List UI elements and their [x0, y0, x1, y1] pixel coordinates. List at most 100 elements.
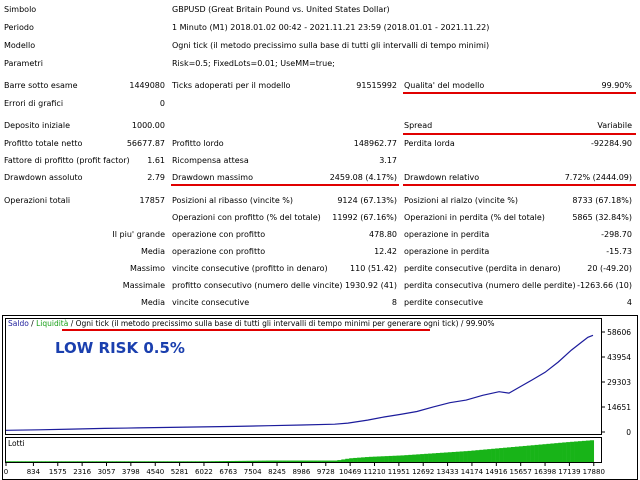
lots-bar — [183, 461, 188, 462]
lots-bar — [554, 443, 559, 462]
abs-dd-value: 2.79 — [147, 173, 165, 182]
deposit-label: Deposito iniziale — [4, 121, 71, 130]
lots-bar — [388, 455, 393, 462]
lots-bar — [455, 451, 460, 462]
lots-bar — [57, 461, 62, 462]
lots-bar — [475, 450, 480, 462]
errors-value: 0 — [159, 99, 165, 108]
rel-dd-value: 7.72% (2444.09) — [564, 173, 632, 182]
x-tick-label: 5281 — [171, 468, 189, 476]
quality-label: Qualita' del modello — [404, 81, 485, 90]
avg-profit-value: 12.42 — [374, 247, 397, 256]
lots-bar — [309, 460, 314, 462]
lots-bar — [542, 444, 547, 462]
lots-bar — [136, 461, 141, 462]
profit-trades-label: Operazioni con profitto (% del totale) — [172, 213, 321, 222]
lots-bar — [88, 461, 94, 462]
lots-bar — [116, 461, 121, 462]
lots-bar — [364, 457, 370, 462]
x-tick-label: 12692 — [412, 468, 434, 476]
lots-bar — [574, 441, 579, 462]
x-tick-label: 9728 — [317, 468, 335, 476]
lots-bar — [104, 461, 109, 462]
maximal-profit-label: profitto consecutivo (numero delle vinci… — [172, 281, 343, 290]
profit-trades-value: 11992 (67.16%) — [332, 213, 397, 222]
long-label: Posizioni al rialzo (vincite %) — [404, 196, 519, 205]
lots-bar — [274, 460, 279, 462]
lots-bar — [6, 461, 11, 462]
lots-bar — [491, 448, 496, 462]
period-value: 1 Minuto (M1) 2018.01.02 00:42 - 2021.11… — [172, 23, 490, 32]
gross-loss-label: Perdita lorda — [404, 139, 455, 148]
lots-bar — [546, 443, 551, 462]
x-tick-label: 15657 — [510, 468, 532, 476]
lots-bar — [73, 461, 78, 462]
total-trades-label: Operazioni totali — [4, 196, 71, 205]
maximal-loss-value: -1263.66 (10) — [577, 281, 632, 290]
lots-bar — [396, 455, 401, 462]
lots-bar — [447, 452, 453, 462]
lots-bar — [337, 460, 342, 462]
total-trades-value: 17857 — [139, 196, 165, 205]
lots-bar — [108, 461, 113, 462]
bars-label: Barre sotto esame — [4, 81, 78, 90]
largest-profit-value: 478.80 — [369, 230, 397, 239]
lots-bar — [522, 445, 527, 462]
lots-bar — [526, 445, 531, 462]
low-risk-annotation: LOW RISK 0.5% — [55, 339, 185, 357]
spread-value: Variabile — [597, 121, 632, 130]
lots-bar — [37, 461, 42, 462]
net-profit-value: 56677.87 — [126, 139, 165, 148]
lots-bar — [404, 455, 409, 462]
average2-label: Media — [140, 298, 165, 307]
lots-bar — [290, 460, 295, 462]
loss-trades-value: 5865 (32.84%) — [572, 213, 632, 222]
lots-bar — [297, 460, 303, 462]
lots-bar — [132, 461, 137, 462]
lots-bar — [368, 456, 374, 462]
lots-bar — [61, 461, 66, 462]
lots-bar — [313, 460, 318, 462]
ticks-label: Ticks adoperati per il modello — [172, 81, 291, 90]
lots-bar — [349, 458, 354, 462]
profit-factor-label: Fattore di profitto (profit factor) — [4, 156, 130, 165]
lots-bar — [69, 461, 74, 462]
avg-cons-wins-value: 8 — [391, 298, 397, 307]
lots-bar — [258, 460, 263, 462]
x-tick-label: 11210 — [363, 468, 385, 476]
lots-bar — [487, 449, 492, 462]
spread-label: Spread — [404, 121, 433, 130]
lots-bar — [215, 461, 220, 462]
x-tick-label: 11951 — [388, 468, 410, 476]
lots-bar — [589, 440, 595, 462]
header-sep3: / — [459, 319, 466, 328]
lots-bar — [345, 458, 350, 462]
lots-bar — [530, 445, 535, 462]
symbol-value: GBPUSD (Great Britain Pound vs. United S… — [172, 5, 390, 14]
lots-bar — [112, 461, 117, 462]
lots-bar — [400, 455, 405, 462]
symbol-label: Simbolo — [4, 5, 37, 14]
header-sep1: / — [29, 319, 36, 328]
avg-cons-losses-label: perdite consecutive — [404, 298, 483, 307]
lots-bar — [270, 460, 275, 462]
lots-bar — [483, 449, 488, 462]
rel-dd-underline — [403, 184, 636, 186]
lots-bar — [321, 460, 326, 462]
lots-bar — [467, 450, 472, 462]
lots-bar — [151, 461, 157, 462]
lots-bar — [254, 460, 259, 462]
y-tick-label: 43954 — [607, 353, 631, 362]
max-cons-wins-value: 110 (51.42) — [350, 264, 397, 273]
header-quality: 99.90% — [466, 319, 495, 328]
lots-bar — [171, 461, 176, 462]
maximal-profit-value: 1930.92 (41) — [344, 281, 397, 290]
x-tick-label: 6022 — [195, 468, 213, 476]
deposit-value: 1000.00 — [131, 121, 165, 130]
header-model-text: Ogni tick (il metodo precissimo sulla ba… — [76, 319, 459, 328]
lots-bar — [353, 457, 358, 462]
short-value: 9124 (67.13%) — [337, 196, 397, 205]
max-cons-wins-label: vincite consecutive (profitto in denaro) — [172, 264, 328, 273]
lots-bar — [222, 461, 228, 462]
lots-bar — [534, 444, 539, 462]
